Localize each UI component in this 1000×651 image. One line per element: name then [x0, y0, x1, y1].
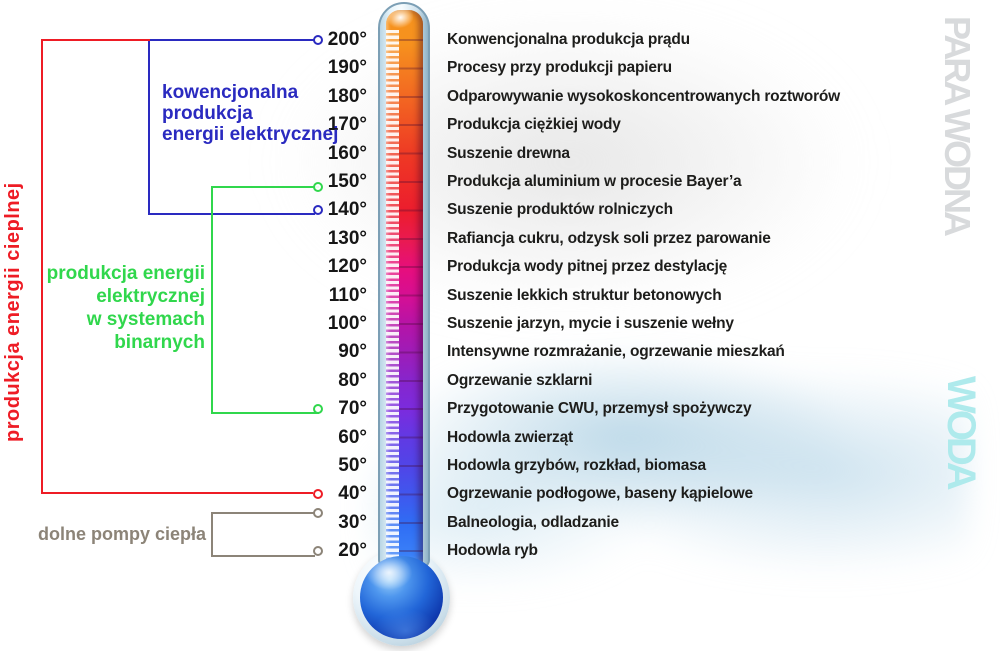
- temperature-label: 180°: [327, 85, 367, 107]
- scale-row: 150° Produkcja aluminium w procesie Bayer…: [0, 168, 1000, 196]
- temperature-label: 130°: [327, 227, 367, 249]
- steam-side-label: PARA WODNA: [937, 16, 978, 234]
- scale-row: 80° Ogrzewanie szklarni: [0, 367, 1000, 395]
- scale-row: 160° Suszenie drewna: [0, 140, 1000, 168]
- major-tick-marks: [399, 39, 423, 558]
- connector-dot: [313, 507, 323, 518]
- scale-row: 30° Balneologia, odladzanie: [0, 509, 1000, 537]
- temperature-use-label: Produkcja wody pitnej przez destylację: [447, 258, 728, 276]
- scale-row: 20° Hodowla ryb: [0, 537, 1000, 565]
- temperature-use-label: Hodowla zwierząt: [447, 428, 573, 446]
- temperature-use-label: Produkcja aluminium w procesie Bayer’a: [447, 173, 742, 190]
- scale-row: 110° Suszenie lekkich struktur betonowych: [0, 282, 1000, 310]
- scale-row: 130° Rafiancja cukru, odzysk soli przez p…: [0, 225, 1000, 253]
- connector-dot: [313, 182, 323, 192]
- temperature-label: 100°: [327, 313, 367, 334]
- scale-row: 190° Procesy przy produkcji papieru: [0, 54, 1000, 82]
- background-gray-wash: [250, 0, 890, 360]
- scale-row: 100° Suszenie jarzyn, mycie i suszenie we…: [0, 310, 1000, 338]
- temperature-label: 190°: [327, 57, 367, 79]
- temperature-label: 110°: [328, 284, 367, 306]
- temperature-use-label: Hodowla grzybów, rozkład, biomasa: [447, 457, 706, 474]
- scale-row: 50° Hodowla grzybów, rozkład, biomasa: [0, 452, 1000, 480]
- bracket-binary-systems: [211, 186, 319, 414]
- scale-row: 90° Intensywne rozmrażanie, ogrzewanie mi…: [0, 338, 1000, 366]
- temperature-use-label: Balneologia, odladzanie: [447, 513, 619, 531]
- temperature-use-label: Konwencjonalna produkcja prądu: [447, 31, 690, 48]
- temperature-label: 80°: [338, 369, 367, 391]
- connector-dot: [313, 489, 323, 500]
- scale-row: 140° Suszenie produktów rolniczych: [0, 196, 1000, 224]
- thermal-line-top: [41, 39, 150, 41]
- temperature-use-label: Produkcja ciężkiej wody: [447, 116, 621, 134]
- connector-dot: [313, 205, 323, 216]
- water-side-label: WODA: [939, 376, 983, 487]
- temperature-label: 50°: [338, 455, 367, 476]
- thermal-line-bottom: [41, 492, 313, 494]
- temperature-use-label: Rafiancja cukru, odzysk soli przez parow…: [447, 229, 771, 247]
- temperature-label: 160°: [327, 142, 367, 164]
- scale-row: 120° Produkcja wody pitnej przez destylac…: [0, 253, 1000, 281]
- temperature-label: 20°: [338, 540, 367, 562]
- connector-dot: [313, 546, 323, 557]
- connector-dot: [313, 404, 323, 415]
- temperature-use-label: Ogrzewanie szklarni: [447, 371, 593, 389]
- scale-row: 70° Przygotowanie CWU, przemysł spożywczy: [0, 395, 1000, 423]
- temperature-label: 30°: [338, 511, 367, 533]
- temperature-use-label: Ogrzewanie podłogowe, baseny kąpielowe: [447, 485, 753, 503]
- temperature-use-label: Suszenie lekkich struktur betonowych: [447, 286, 722, 304]
- temperature-label: 150°: [327, 171, 367, 192]
- label-binary-systems-electricity-production: produkcja energii elektrycznej w systema…: [46, 263, 205, 353]
- label-heat-pumps: dolne pompy ciepła: [37, 524, 206, 544]
- temperature-label: 40°: [338, 483, 367, 505]
- water-texture-watermark: [370, 310, 970, 590]
- temperature-use-label: Suszenie produktów rolniczych: [447, 201, 673, 219]
- temperature-label: 60°: [338, 426, 367, 448]
- scale-row: 40° Ogrzewanie podłogowe, baseny kąpielow…: [0, 480, 1000, 508]
- connector-dot: [313, 35, 323, 45]
- temperature-label: 140°: [327, 199, 367, 221]
- label-conventional-electricity-production: kowencjonalna produkcja energii elektryc…: [162, 82, 339, 145]
- bracket-heat-pumps: [211, 512, 315, 557]
- thermometer-tube: [378, 2, 430, 568]
- temperature-label: 200°: [327, 29, 367, 50]
- scale-row: 200° Konwencjonalna produkcja prądu: [0, 26, 1000, 54]
- temperature-label: 170°: [327, 114, 367, 136]
- temperature-use-label: Intensywne rozmrażanie, ogrzewanie miesz…: [447, 343, 785, 361]
- scale-row: 170° Produkcja ciężkiej wody: [0, 111, 1000, 139]
- thermometer-bulb: [360, 556, 443, 639]
- thermal-line-vertical: [41, 39, 43, 494]
- temperature-use-label: Hodowla ryb: [447, 542, 538, 560]
- minor-tick-marks: [386, 30, 399, 562]
- scale-row: 180° Odparowywanie wysokoskoncentrowanych…: [0, 83, 1000, 111]
- temperature-label: 70°: [338, 398, 367, 420]
- temperature-label: 90°: [338, 341, 367, 363]
- label-thermal-energy-production: produkcja energii cieplnej: [2, 182, 24, 442]
- temperature-label: 120°: [327, 256, 367, 278]
- temperature-use-label: Suszenie drewna: [447, 144, 570, 162]
- bracket-conventional-production: [148, 39, 315, 215]
- scale-row: 60° Hodowla zwierząt: [0, 424, 1000, 452]
- temperature-use-label: Przygotowanie CWU, przemysł spożywczy: [447, 400, 752, 418]
- temperature-use-label: Odparowywanie wysokoskoncentrowanych roz…: [447, 87, 841, 105]
- temperature-use-label: Procesy przy produkcji papieru: [447, 59, 672, 77]
- temperature-use-label: Suszenie jarzyn, mycie i suszenie wełny: [447, 315, 734, 332]
